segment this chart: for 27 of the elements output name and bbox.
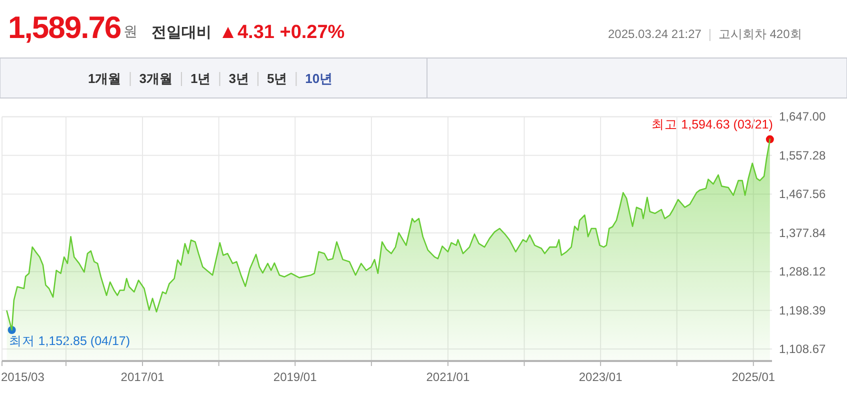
- y-tick-label: 1,557.28: [779, 148, 826, 162]
- text: 3년: [228, 71, 249, 86]
- text: 전일대비: [152, 24, 212, 41]
- text: ▲4.31 +0.27%: [218, 22, 345, 43]
- text: 원: [124, 23, 138, 39]
- text: 3개월: [139, 71, 172, 86]
- y-tick-label: 1,108.67: [779, 342, 826, 356]
- annotation: 최고 1,594.63 (03/21): [652, 117, 773, 132]
- y-tick-label: 1,647.00: [779, 110, 826, 124]
- x-tick-label: 2023/01: [578, 370, 623, 384]
- text: 고시회차 420회: [718, 27, 802, 41]
- x-tick-label: 2025/01: [732, 370, 776, 384]
- annotation: 최저 1,152.85 (04/17): [8, 334, 130, 348]
- x-tick-label: 2021/01: [426, 370, 470, 384]
- y-tick-label: 1,377.84: [779, 226, 826, 240]
- y-tick-label: 1,288.12: [779, 264, 826, 279]
- text: 2025.03.24 21:27: [608, 27, 702, 41]
- text: 10년: [305, 71, 333, 86]
- x-tick-label: 2019/01: [273, 370, 318, 384]
- x-tick-label: 2015/03: [1, 370, 45, 384]
- text: 1개월: [88, 71, 122, 86]
- y-tick-label: 1,467.56: [779, 187, 826, 202]
- x-tick-label: 2017/01: [120, 370, 164, 384]
- y-tick-label: 1,198.39: [779, 303, 826, 318]
- text: 5년: [266, 71, 288, 86]
- chart-title: 1,589.76: [8, 10, 122, 45]
- text: 1년: [190, 71, 211, 86]
